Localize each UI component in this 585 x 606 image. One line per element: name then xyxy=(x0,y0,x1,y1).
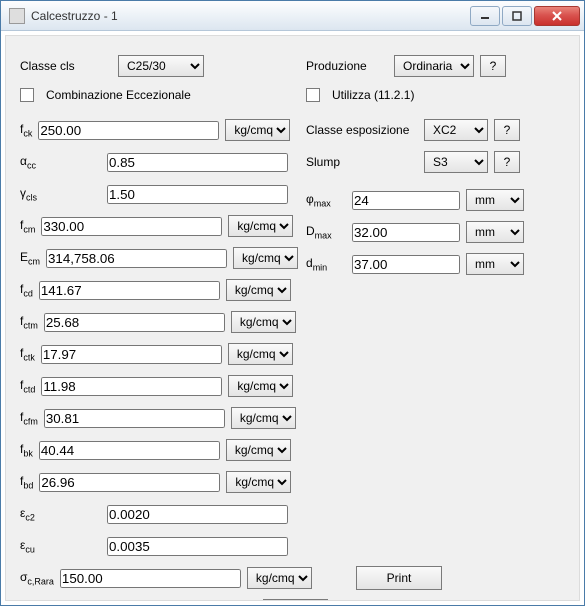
fcm-unit[interactable]: kg/cmq xyxy=(228,215,293,237)
produzione-help-button[interactable]: ? xyxy=(480,55,506,77)
titlebar: Calcestruzzo - 1 xyxy=(1,1,584,31)
fcd-unit[interactable]: kg/cmq xyxy=(226,279,291,301)
ecm-unit[interactable]: kg/cmq xyxy=(233,247,298,269)
utilizza-label: Utilizza (11.2.1) xyxy=(332,88,414,102)
fck-unit[interactable]: kg/cmq xyxy=(225,119,290,141)
ec2-input[interactable] xyxy=(107,505,288,524)
fctk-input[interactable] xyxy=(41,345,222,364)
window: Calcestruzzo - 1 Classe cls C25/30 xyxy=(0,0,585,606)
dmax-input[interactable] xyxy=(352,223,460,242)
combinazione-checkbox[interactable] xyxy=(20,88,34,102)
phimax-unit[interactable]: mm xyxy=(466,189,524,211)
client-area: Classe cls C25/30 Combinazione Ecceziona… xyxy=(5,35,580,601)
fbd-unit[interactable]: kg/cmq xyxy=(226,471,291,493)
fcfm-input[interactable] xyxy=(44,409,225,428)
minimize-button[interactable] xyxy=(470,6,500,26)
fbk-input[interactable] xyxy=(39,441,220,460)
ecu-input[interactable] xyxy=(107,537,288,556)
classe-exp-help-button[interactable]: ? xyxy=(494,119,520,141)
ecm-input[interactable] xyxy=(46,249,227,268)
combinazione-label: Combinazione Eccezionale xyxy=(46,88,191,102)
print-button[interactable]: Print xyxy=(356,566,442,590)
gcls-input[interactable] xyxy=(107,185,288,204)
dmin-input[interactable] xyxy=(352,255,460,274)
slump-select[interactable]: S3 xyxy=(424,151,488,173)
classe-exp-label: Classe esposizione xyxy=(306,123,418,137)
phimax-input[interactable] xyxy=(352,191,460,210)
produzione-label: Produzione xyxy=(306,59,388,73)
fctd-unit[interactable]: kg/cmq xyxy=(228,375,293,397)
classe-cls-select[interactable]: C25/30 xyxy=(118,55,204,77)
classe-exp-select[interactable]: XC2 xyxy=(424,119,488,141)
scrara-unit[interactable]: kg/cmq xyxy=(247,567,312,589)
slump-label: Slump xyxy=(306,155,418,169)
fctk-unit[interactable]: kg/cmq xyxy=(228,343,293,365)
fctm-input[interactable] xyxy=(44,313,225,332)
dmin-unit[interactable]: mm xyxy=(466,253,524,275)
maximize-button[interactable] xyxy=(502,6,532,26)
fck-input[interactable] xyxy=(38,121,219,140)
utilizza-checkbox[interactable] xyxy=(306,88,320,102)
dmax-unit[interactable]: mm xyxy=(466,221,524,243)
fctd-input[interactable] xyxy=(41,377,222,396)
fcm-input[interactable] xyxy=(41,217,222,236)
acc-input[interactable] xyxy=(107,153,288,172)
classe-cls-label: Classe cls xyxy=(20,59,112,73)
scrara-input[interactable] xyxy=(60,569,241,588)
fctm-unit[interactable]: kg/cmq xyxy=(231,311,296,333)
fbk-unit[interactable]: kg/cmq xyxy=(226,439,291,461)
fcfm-unit[interactable]: kg/cmq xyxy=(231,407,296,429)
scqperm-input[interactable] xyxy=(76,601,257,602)
fcd-input[interactable] xyxy=(39,281,220,300)
slump-help-button[interactable]: ? xyxy=(494,151,520,173)
close-button[interactable] xyxy=(534,6,580,26)
window-title: Calcestruzzo - 1 xyxy=(31,9,470,23)
fbd-input[interactable] xyxy=(39,473,220,492)
produzione-select[interactable]: Ordinaria xyxy=(394,55,474,77)
app-icon xyxy=(9,8,25,24)
